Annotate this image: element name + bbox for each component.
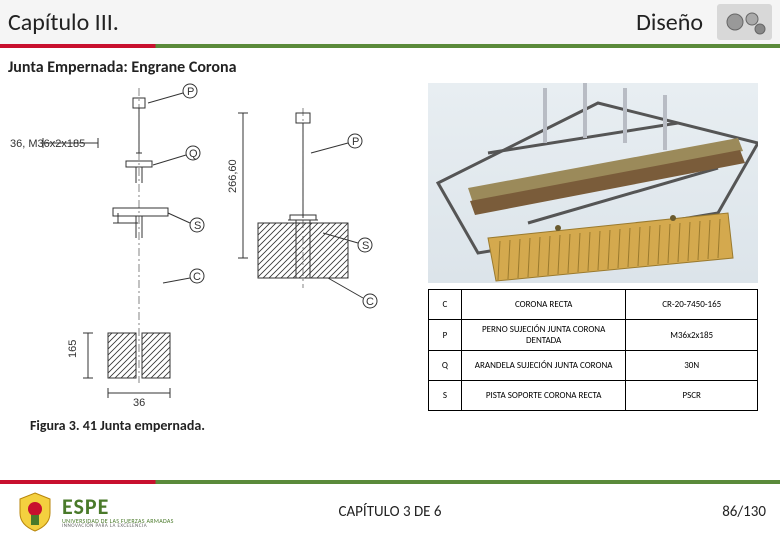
callout-s1: S xyxy=(194,220,201,232)
part-spec: PSCR xyxy=(626,381,758,411)
part-spec: 30N xyxy=(626,351,758,381)
part-spec: CR-20-7450-165 xyxy=(626,290,758,320)
table-row: Q ARANDELA SUJECIÓN JUNTA CORONA 30N xyxy=(429,351,758,381)
slide-header: Capítulo III. Diseño xyxy=(0,0,780,48)
dim-165: 165 xyxy=(67,340,79,358)
section-title: Diseño xyxy=(636,8,703,37)
part-desc: PISTA SOPORTE CORONA RECTA xyxy=(461,381,626,411)
bolt-spec-label: 36, M36x2x185 xyxy=(10,138,85,150)
table-row: P PERNO SUJECIÓN JUNTA CORONA DENTADA M3… xyxy=(429,320,758,351)
subtitle: Junta Empernada: Engrane Corona xyxy=(0,48,780,83)
part-code: C xyxy=(429,290,462,320)
chapter-title: Capítulo III. xyxy=(8,8,119,37)
table-row: C CORONA RECTA CR-20-7450-165 xyxy=(429,290,758,320)
shield-icon xyxy=(14,491,56,533)
part-code: P xyxy=(429,320,462,351)
figure-caption: Figura 3. 41 Junta empernada. xyxy=(0,413,780,434)
part-code: Q xyxy=(429,351,462,381)
right-column: C CORONA RECTA CR-20-7450-165 P PERNO SU… xyxy=(428,83,758,413)
footer-center: CAPÍTULO 3 DE 6 xyxy=(339,503,442,521)
callout-c1: C xyxy=(193,271,201,283)
engineering-drawing: 36, M36x2x185 P Q S xyxy=(8,83,418,413)
slide-footer: ESPE UNIVERSIDAD DE LAS FUERZAS ARMADAS … xyxy=(0,480,780,540)
dim-36: 36 xyxy=(133,397,145,409)
espe-logo: ESPE UNIVERSIDAD DE LAS FUERZAS ARMADAS … xyxy=(14,491,174,533)
callout-p2: P xyxy=(352,136,359,148)
gears-icon xyxy=(717,4,772,40)
cad-render xyxy=(428,83,758,283)
page-number: 86/130 xyxy=(722,503,766,521)
part-desc: ARANDELA SUJECIÓN JUNTA CORONA xyxy=(461,351,626,381)
table-row: S PISTA SOPORTE CORONA RECTA PSCR xyxy=(429,381,758,411)
part-desc: CORONA RECTA xyxy=(461,290,626,320)
callout-q: Q xyxy=(189,148,198,160)
callout-c2: C xyxy=(366,296,374,308)
content-area: 36, M36x2x185 P Q S xyxy=(0,83,780,413)
callout-p1: P xyxy=(187,86,194,98)
part-desc: PERNO SUJECIÓN JUNTA CORONA DENTADA xyxy=(461,320,626,351)
logo-main-text: ESPE xyxy=(62,496,174,518)
part-code: S xyxy=(429,381,462,411)
logo-sub2-text: INNOVACIÓN PARA LA EXCELENCIA xyxy=(62,524,174,529)
callout-s2: S xyxy=(362,240,369,252)
dim-266: 266,60 xyxy=(227,159,239,193)
part-spec: M36x2x185 xyxy=(626,320,758,351)
parts-table: C CORONA RECTA CR-20-7450-165 P PERNO SU… xyxy=(428,289,758,411)
